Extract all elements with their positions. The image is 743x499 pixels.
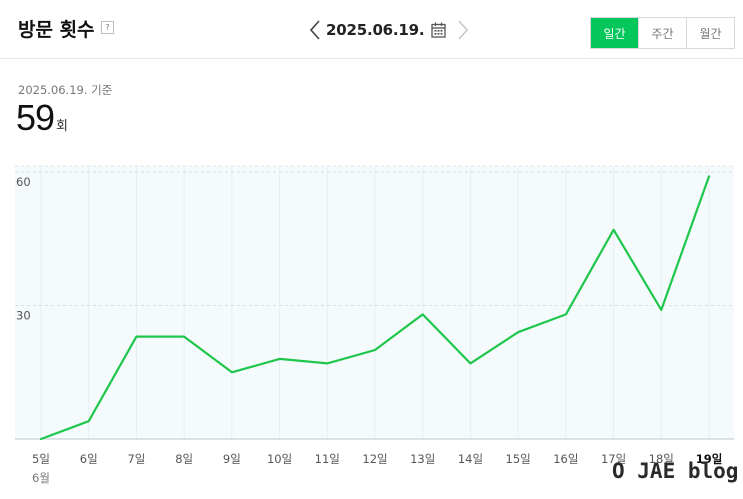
basis-date-label: 2025.06.19. 기준: [18, 83, 113, 97]
tab-daily[interactable]: 일간: [591, 18, 638, 48]
x-month-label: 6월: [32, 471, 50, 485]
header: 방문 횟수 ? 2025.06.19.: [0, 0, 743, 59]
x-tick-label: 10일: [267, 452, 292, 466]
next-date-button[interactable]: [456, 19, 470, 41]
chevron-left-icon: [309, 20, 320, 40]
y-tick-label: 60: [16, 175, 31, 189]
calendar-button[interactable]: [430, 21, 446, 39]
visits-line-chart: 30 60 5일 6일 7일 8일 9일 10일 11일 12일 13일 14일 15일 16일 17일 18…: [15, 165, 734, 485]
page-title: 방문 횟수: [18, 19, 95, 41]
watermark: O JAE blog: [612, 459, 739, 483]
visit-count: 59 회: [16, 97, 68, 139]
x-tick-label: 16일: [553, 452, 578, 466]
calendar-icon: [431, 22, 446, 38]
x-tick-label: 5일: [32, 452, 50, 466]
period-tabs: 일간 주간 월간: [590, 17, 735, 49]
x-tick-label: 7일: [127, 452, 145, 466]
x-tick-label: 9일: [223, 452, 241, 466]
y-tick-label: 30: [16, 309, 31, 323]
x-tick-label: 18일: [649, 452, 674, 466]
prev-date-button[interactable]: [308, 19, 322, 41]
tab-weekly[interactable]: 주간: [638, 18, 686, 48]
x-tick-label: 13일: [410, 452, 435, 466]
x-tick-label: 17일: [601, 452, 626, 466]
current-date: 2025.06.19.: [326, 21, 425, 39]
x-tick-label: 6일: [80, 452, 98, 466]
x-tick-label: 14일: [458, 452, 483, 466]
x-tick-label: 11일: [315, 452, 340, 466]
help-icon[interactable]: ?: [101, 21, 114, 34]
tab-monthly[interactable]: 월간: [686, 18, 734, 48]
date-navigator: 2025.06.19.: [308, 18, 470, 42]
x-tick-label: 12일: [362, 452, 387, 466]
x-tick-label: 19일: [696, 452, 723, 466]
visit-count-number: 59: [16, 97, 55, 138]
visit-count-unit: 회: [56, 119, 69, 134]
x-tick-label: 8일: [175, 452, 193, 466]
chevron-right-icon: [458, 20, 469, 40]
x-tick-label: 15일: [506, 452, 531, 466]
